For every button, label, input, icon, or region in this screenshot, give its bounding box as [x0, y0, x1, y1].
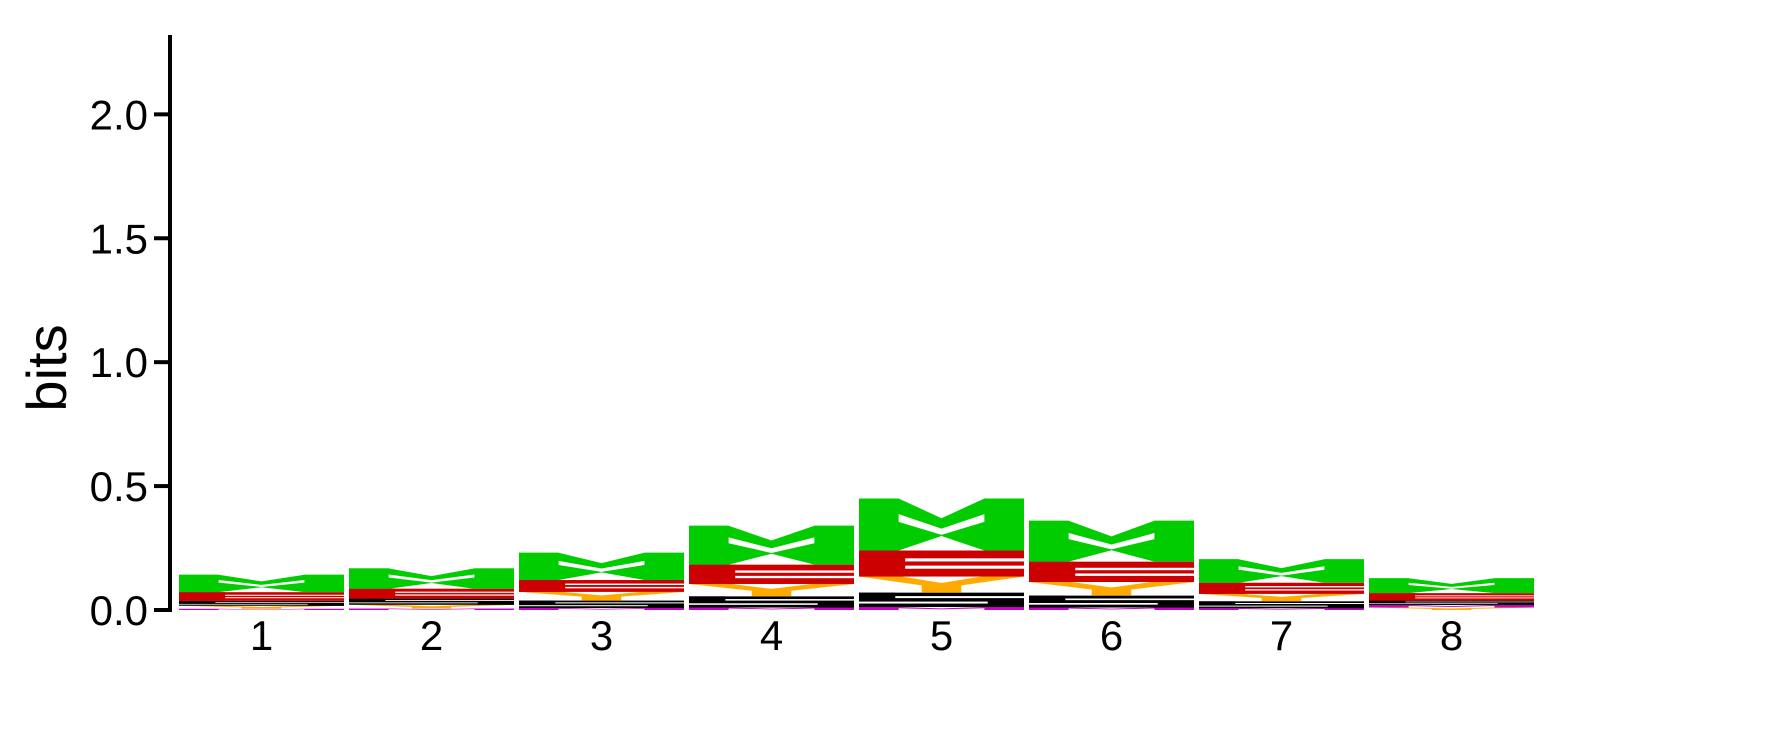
- y-tick-label: 0.0: [90, 587, 148, 634]
- y-tick-label: 0.5: [90, 463, 148, 510]
- y-tick-label: 2.0: [90, 91, 148, 138]
- position-7-stack: [1199, 559, 1364, 610]
- position-6-stack: [1029, 520, 1194, 610]
- letter-s: [349, 598, 514, 605]
- letter-e: [519, 580, 684, 592]
- letter-w: [519, 552, 684, 581]
- x-tick-label: 8: [1440, 612, 1463, 659]
- letter-m: [689, 607, 854, 610]
- y-tick-label: 1.5: [90, 215, 148, 262]
- letter-y: [519, 591, 684, 601]
- letter-m: [859, 607, 1024, 610]
- letter-s: [859, 592, 1024, 608]
- y-axis-title: bits: [15, 324, 78, 411]
- letter-w: [1029, 520, 1194, 562]
- letter-y: [859, 576, 1024, 593]
- letter-e: [349, 588, 514, 599]
- y-tick-label: 1.0: [90, 339, 148, 386]
- letter-m: [179, 608, 344, 610]
- letter-m: [519, 608, 684, 610]
- letter-s: [689, 596, 854, 608]
- position-4-stack: [689, 525, 854, 610]
- letter-e: [689, 564, 854, 584]
- letter-y: [1029, 582, 1194, 596]
- x-tick-label: 3: [590, 612, 613, 659]
- letter-w: [179, 574, 344, 593]
- letter-e: [1199, 582, 1364, 594]
- letter-w: [689, 525, 854, 565]
- letter-w: [1199, 559, 1364, 583]
- letter-m: [1029, 607, 1194, 610]
- letter-y: [1199, 593, 1364, 602]
- position-8-stack: [1369, 578, 1534, 610]
- letter-y: [349, 604, 514, 609]
- position-2-stack: [349, 568, 514, 610]
- letter-w: [1369, 578, 1534, 594]
- letter-y: [179, 605, 344, 609]
- letter-w: [349, 568, 514, 589]
- x-tick-label: 1: [250, 612, 273, 659]
- letter-w: [859, 498, 1024, 551]
- letter-s: [1029, 595, 1194, 608]
- letter-s: [1369, 600, 1534, 606]
- letter-stacks: [179, 498, 1534, 610]
- x-axis: 1 2 3 4 5 6 7 8: [250, 612, 1463, 659]
- y-axis: 0.0 0.5 1.0 1.5 2.0: [90, 35, 172, 634]
- letter-m: [1369, 605, 1534, 608]
- x-tick-label: 2: [420, 612, 443, 659]
- x-tick-label: 7: [1270, 612, 1293, 659]
- letter-m: [349, 608, 514, 610]
- letter-y: [1369, 607, 1534, 610]
- letter-e: [1369, 593, 1534, 601]
- letter-e: [859, 550, 1024, 577]
- x-tick-label: 4: [760, 612, 783, 659]
- position-3-stack: [519, 552, 684, 610]
- x-tick-label: 6: [1100, 612, 1123, 659]
- position-1-stack: [179, 574, 344, 610]
- letter-s: [1199, 601, 1364, 609]
- letter-s: [519, 600, 684, 609]
- x-tick-label: 5: [930, 612, 953, 659]
- letter-m: [1199, 608, 1364, 610]
- letter-e: [1029, 561, 1194, 582]
- letter-s: [179, 600, 344, 606]
- position-5-stack: [859, 498, 1024, 610]
- letter-y: [689, 583, 854, 597]
- letter-e: [179, 592, 344, 601]
